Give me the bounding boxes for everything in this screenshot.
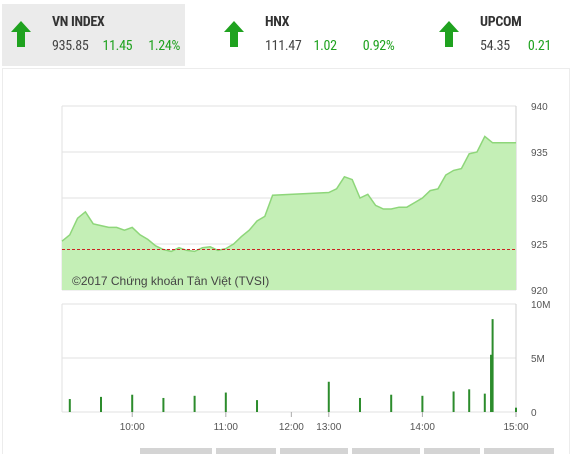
chart-frame: [2, 68, 570, 454]
ticker-hnx[interactable]: HNX 111.47 1.02 0.92%: [215, 4, 405, 66]
ticker-upcom[interactable]: UPCOM 54.35 0.21: [430, 4, 572, 66]
volume-bar: [515, 407, 517, 412]
price-y-ticks: 940 935 930 925 920: [531, 102, 548, 297]
y-tick-label: 930: [531, 194, 548, 205]
ticker-change: 11.45: [102, 38, 133, 54]
bottom-tab[interactable]: [216, 448, 276, 454]
ticker-change: 0.21: [527, 38, 552, 54]
time-axis: 10:00 11:00 12:00 13:00 14:00 15:00: [120, 412, 529, 433]
price-area: [62, 136, 516, 290]
x-tick-label: 12:00: [279, 422, 304, 433]
y-tick-label: 940: [531, 102, 548, 113]
ticker-percent: 0.92%: [362, 38, 395, 54]
volume-bar: [358, 397, 361, 412]
copyright-text: ©2017 Chứng khoán Tân Việt (TVSI): [72, 274, 269, 288]
ticker-change: 1.02: [313, 38, 337, 54]
ticker-name: UPCOM: [480, 14, 522, 30]
bottom-tab[interactable]: [424, 448, 480, 454]
y-tick-label: 935: [531, 148, 548, 159]
bottom-tab-bar: [0, 448, 572, 454]
volume-y-ticks: 10M 5M 0: [531, 300, 550, 419]
volume-bar: [390, 394, 393, 412]
volume-bar: [490, 354, 493, 412]
ticker-value: 54.35: [480, 38, 510, 54]
y-tick-label: 925: [531, 240, 548, 251]
up-arrow-icon: [11, 21, 31, 47]
bottom-tab[interactable]: [280, 448, 348, 454]
ticker-vn-index[interactable]: VN INDEX 935.85 11.45 1.24%: [2, 4, 185, 66]
y-tick-label: 5M: [531, 354, 545, 365]
volume-bar: [452, 391, 455, 412]
ticker-name: HNX: [265, 14, 290, 30]
ticker-percent: 1.24%: [148, 38, 181, 54]
volume-bar: [100, 396, 103, 412]
y-tick-label: 0: [531, 408, 537, 419]
price-line: [61, 135, 516, 253]
volume-bar: [193, 395, 196, 412]
volume-bar: [468, 389, 471, 412]
volume-grid: [61, 303, 517, 413]
volume-bar: [224, 392, 227, 412]
volume-bars: [68, 319, 517, 412]
ticker-value: 111.47: [265, 38, 302, 54]
y-tick-label: 10M: [531, 300, 550, 311]
x-tick-label: 14:00: [410, 422, 435, 433]
bottom-tab[interactable]: [140, 448, 212, 454]
volume-bar: [483, 393, 486, 412]
volume-bar: [162, 397, 165, 412]
volume-bar: [421, 395, 424, 412]
x-tick-label: 13:00: [316, 422, 341, 433]
x-tick-label: 10:00: [120, 422, 145, 433]
bottom-tab[interactable]: [484, 448, 554, 454]
up-arrow-icon: [224, 21, 244, 47]
volume-bar: [131, 394, 134, 412]
ticker-bar: VN INDEX 935.85 11.45 1.24% HNX 111.47 1.02…: [0, 0, 572, 66]
ticker-value: 935.85: [52, 38, 89, 54]
volume-bar: [68, 399, 71, 412]
bottom-tab[interactable]: [352, 448, 420, 454]
y-tick-label: 920: [531, 286, 548, 297]
x-tick-label: 11:00: [214, 422, 239, 433]
volume-bar: [256, 400, 259, 412]
x-tick-label: 15:00: [503, 422, 528, 433]
up-arrow-icon: [439, 21, 459, 47]
volume-bar: [327, 381, 330, 412]
volume-bar: [491, 319, 494, 412]
ticker-name: VN INDEX: [52, 14, 105, 30]
